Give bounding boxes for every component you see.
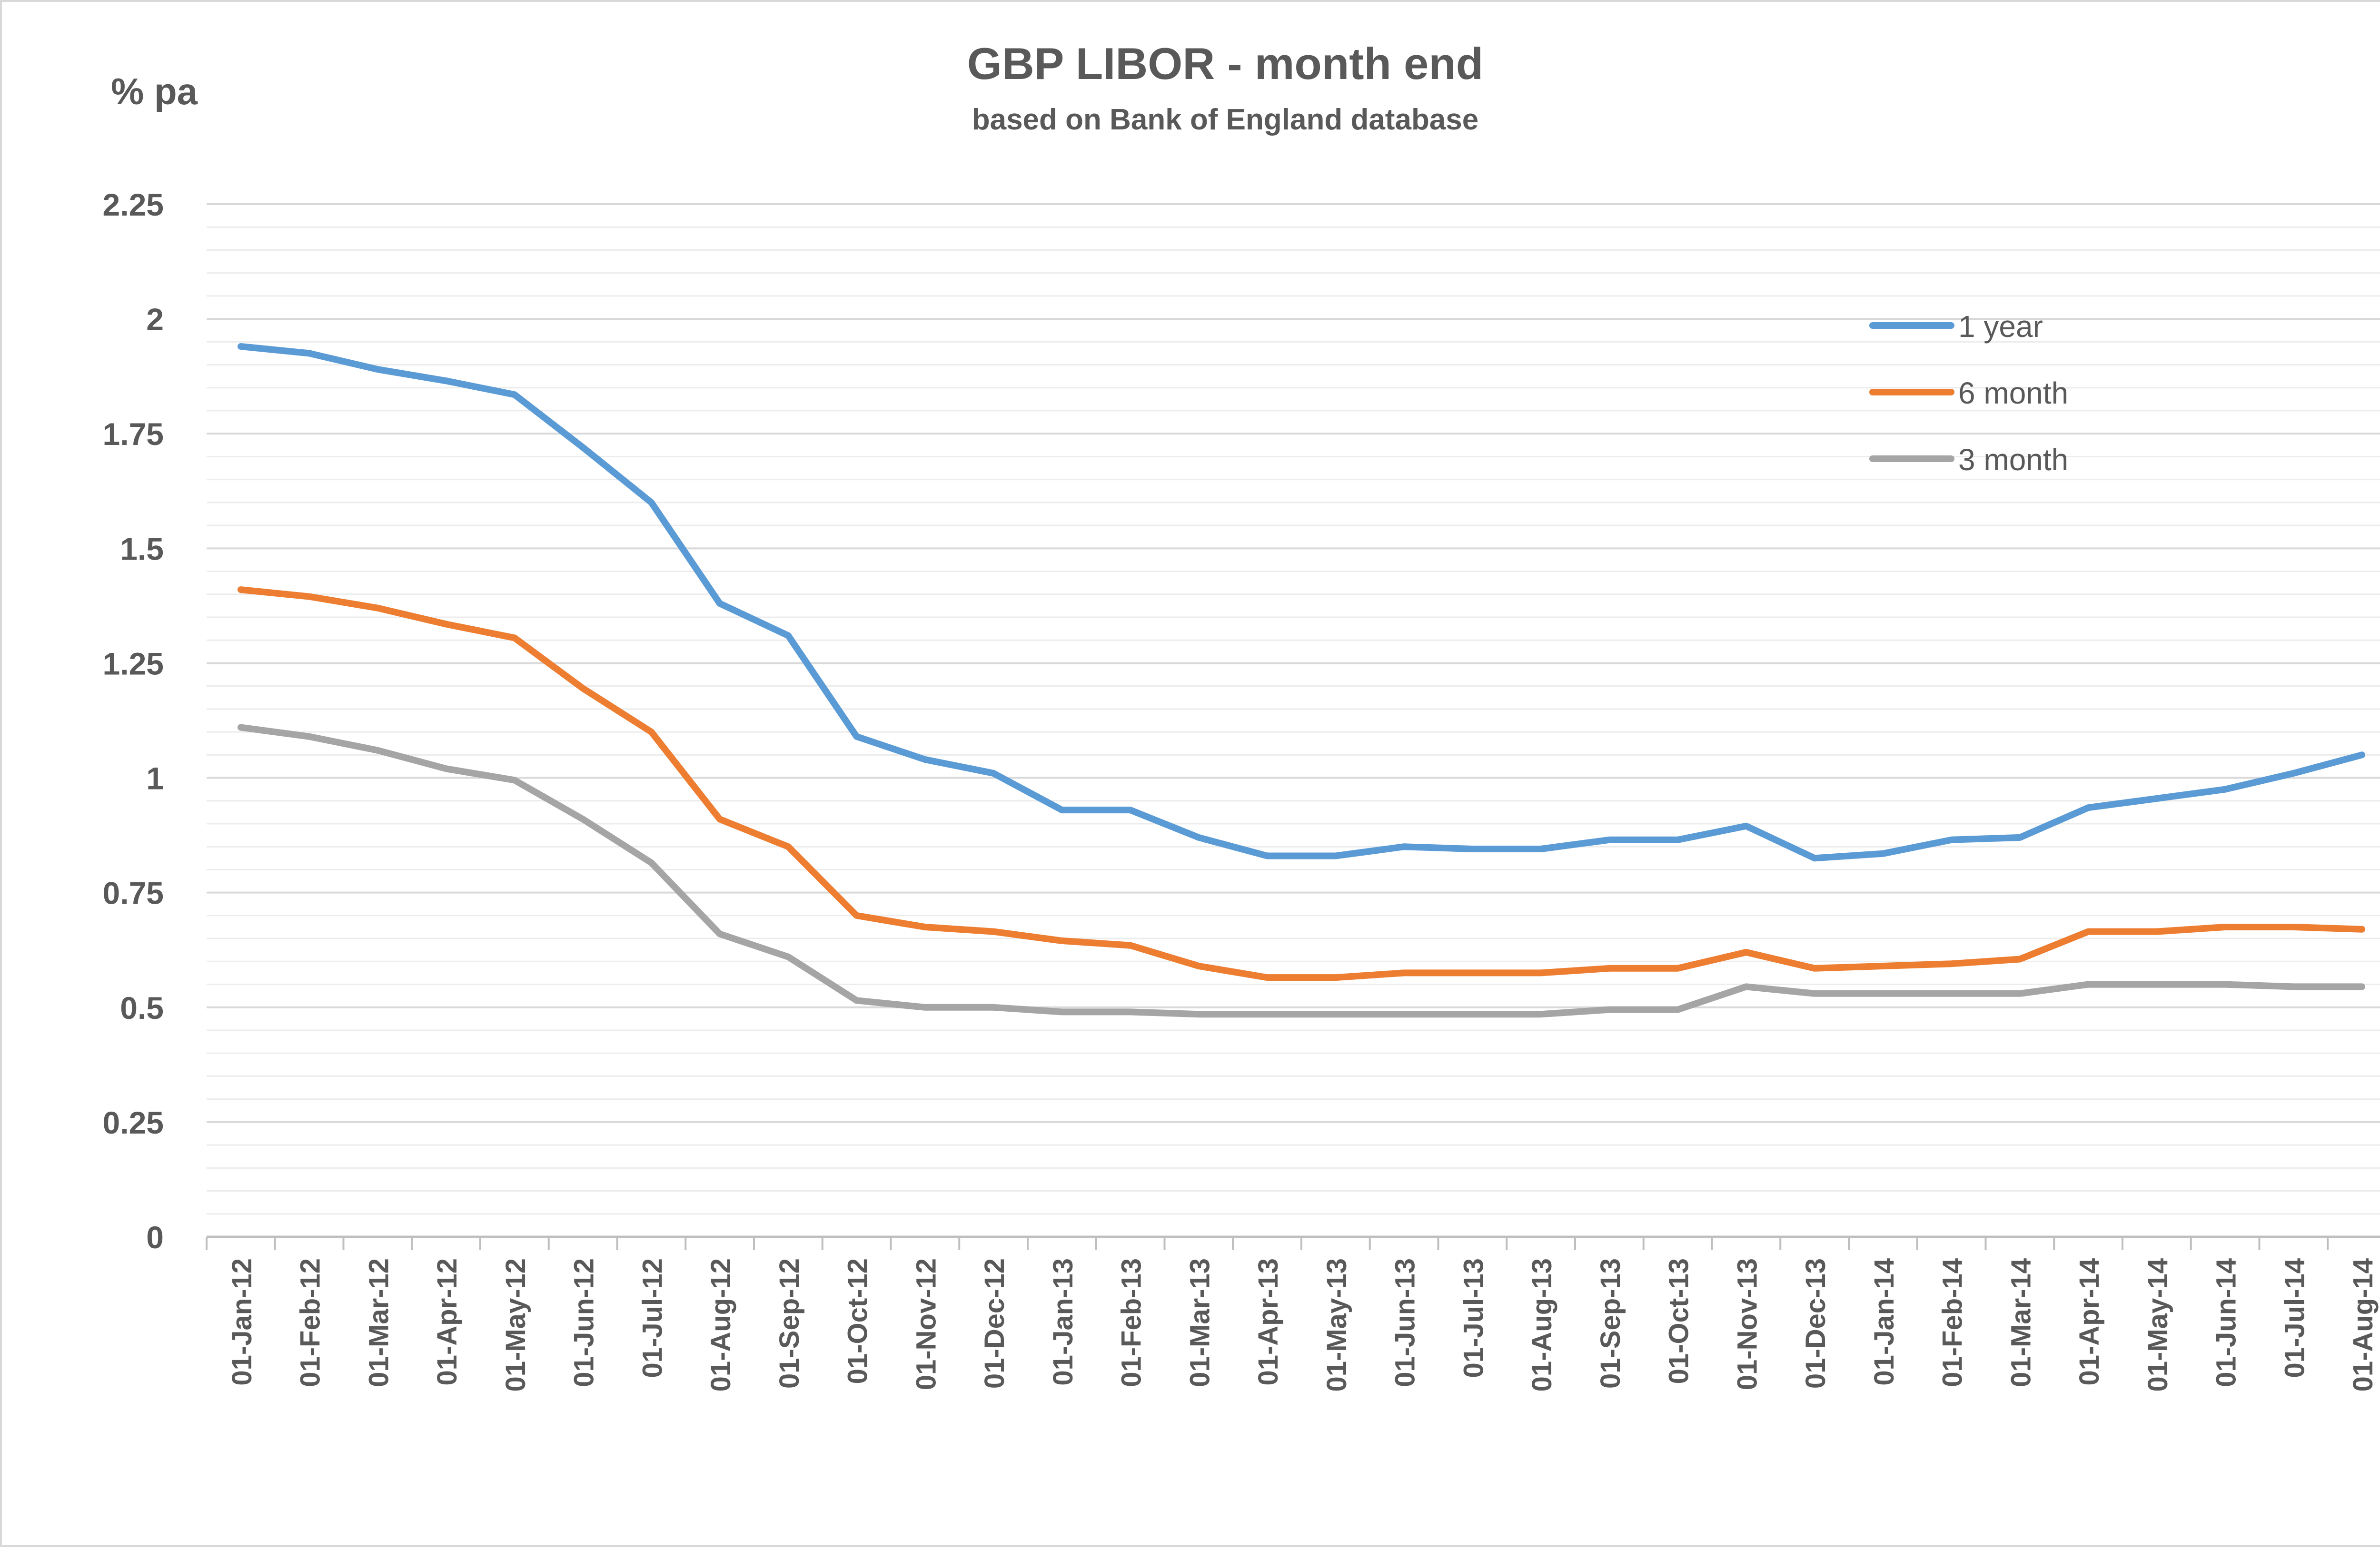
- x-tick-label: 01-Feb-14: [1937, 1258, 1968, 1387]
- y-tick-label: 1.5: [120, 531, 164, 566]
- x-tick-label: 01-May-13: [1321, 1258, 1352, 1391]
- x-tick-label: 01-Jun-12: [569, 1258, 600, 1387]
- x-tick-label: 01-May-12: [500, 1258, 531, 1391]
- x-tick-label: 01-Oct-12: [843, 1258, 873, 1384]
- x-tick-label: 01-Jul-12: [637, 1258, 668, 1378]
- x-tick-label: 01-Aug-13: [1527, 1258, 1557, 1391]
- x-tick-label: 01-Nov-13: [1732, 1258, 1763, 1390]
- x-tick-label: 01-Oct-13: [1664, 1258, 1695, 1384]
- legend-label: 1 year: [1958, 309, 2043, 344]
- y-tick-label: 1.25: [103, 646, 164, 681]
- minor-gridlines: [207, 226, 2380, 1215]
- y-tick-label: 2: [146, 302, 164, 337]
- x-tick-label: 01-Apr-13: [1253, 1258, 1284, 1386]
- legend-label: 6 month: [1958, 376, 2068, 410]
- y-tick-label: 0: [146, 1220, 164, 1255]
- y-tick-label: 0.5: [120, 990, 164, 1026]
- y-tick-label: 0.75: [103, 876, 164, 911]
- x-tick-label: 01-Sep-12: [774, 1258, 805, 1389]
- x-tick-label: 01-Jul-13: [1458, 1258, 1489, 1378]
- series-lines: [237, 343, 2366, 1018]
- x-tick-label: 01-Feb-13: [1116, 1258, 1147, 1387]
- x-tick-label: 01-Dec-12: [979, 1258, 1010, 1389]
- y-tick-label: 1: [146, 761, 164, 796]
- x-tick-label: 01-May-14: [2142, 1258, 2173, 1391]
- y-tick-label: 2.25: [103, 187, 164, 222]
- x-tick-label: 01-Mar-12: [363, 1258, 394, 1387]
- y-tick-label: 1.75: [103, 416, 164, 452]
- legend: 1 year 6 month 3 month: [1869, 309, 2068, 477]
- x-tick-label: 01-Dec-13: [1800, 1258, 1831, 1389]
- x-tick-label: 01-Jun-13: [1390, 1258, 1421, 1387]
- y-axis-label: % pa: [111, 70, 198, 112]
- series-line-1-year: [237, 343, 2366, 862]
- chart-subtitle: based on Bank of England database: [972, 103, 1479, 136]
- x-tick-label: 01-Jul-14: [2279, 1258, 2310, 1378]
- x-tick-label: 01-Nov-12: [911, 1258, 942, 1390]
- major-gridlines: [207, 203, 2380, 1238]
- x-tick-label: 01-Jun-14: [2211, 1258, 2242, 1387]
- x-tick-label: 01-Mar-13: [1184, 1258, 1215, 1387]
- x-tick-label: 01-Aug-12: [705, 1258, 736, 1391]
- x-tick-label: 01-Aug-14: [2348, 1258, 2379, 1391]
- chart-title: GBP LIBOR - month end: [967, 39, 1483, 89]
- series-line-6-month: [237, 586, 2366, 981]
- x-tick-label: 01-Apr-12: [432, 1258, 463, 1386]
- x-tick-label: 01-Jan-14: [1869, 1258, 1900, 1386]
- x-tick-label: 01-Jan-13: [1048, 1258, 1079, 1386]
- series-line-3-month: [237, 724, 2366, 1018]
- x-tick-label: 01-Feb-12: [295, 1258, 326, 1387]
- x-tick-label: 01-Jan-12: [227, 1258, 258, 1386]
- x-tick-label: 01-Apr-14: [2074, 1258, 2105, 1386]
- x-tick-label: 01-Mar-14: [2005, 1258, 2036, 1387]
- y-tick-label: 0.25: [103, 1105, 164, 1140]
- y-axis-ticks: 2.25 2 1.75 1.5 1.25 1 0.75 0.5 0.25 0: [103, 187, 164, 1255]
- x-axis-ticks: 01-Jan-12 01-Feb-12 01-Mar-12 01-Apr-12 01-M…: [206, 1237, 2379, 1391]
- legend-label: 3 month: [1958, 443, 2068, 477]
- x-tick-label: 01-Sep-13: [1595, 1258, 1626, 1389]
